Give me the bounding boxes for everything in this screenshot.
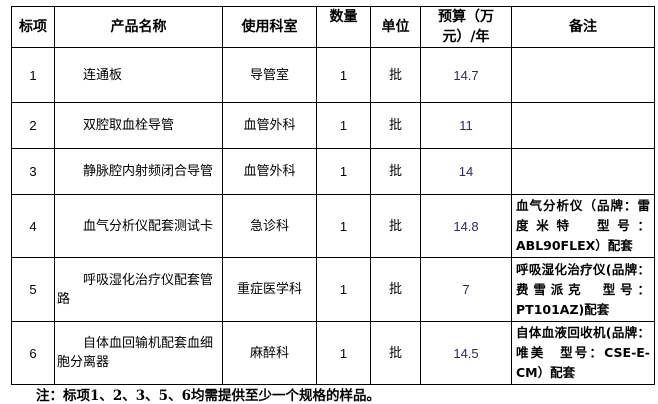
product-name: 自体血回输机配套血细胞分离器 (54, 321, 223, 385)
unit: 批 (370, 148, 421, 195)
row-no: 1 (11, 47, 55, 103)
remark: 呼吸湿化治疗仪(品牌：费雪派克 型号：PT101AZ)配套 (511, 257, 655, 322)
quantity: 1 (316, 102, 371, 149)
remark: 自体血液回收机(品牌：唯美 型号：CSE-E-CM）配套 (511, 321, 655, 385)
row-no: 5 (11, 257, 55, 322)
row-no: 6 (11, 321, 55, 385)
header-name: 产品名称 (54, 6, 223, 48)
table-row: 6 自体血回输机配套血细胞分离器 麻醉科 1 批 14.5 自体血液回收机(品牌：唯美 型号… (11, 321, 655, 385)
department: 血管外科 (222, 102, 317, 149)
row-no: 3 (11, 148, 55, 195)
table-row: 5 呼吸湿化治疗仪配套管路 重症医学科 1 批 7 呼吸湿化治疗仪(品牌：费雪派克 型号：P… (11, 257, 655, 322)
header-budget: 预算（万元）/年 (420, 6, 512, 48)
unit: 批 (370, 194, 421, 258)
remark (511, 47, 655, 103)
quantity: 1 (316, 194, 371, 258)
quantity: 1 (316, 148, 371, 195)
table-row: 1 连通板 导管室 1 批 14.7 (11, 47, 655, 103)
product-name: 血气分析仪配套测试卡 (54, 194, 223, 258)
budget: 14.7 (420, 47, 512, 103)
footnote: 注：标项1、2、3、5、6均需提供至少一个规格的样品。 (36, 388, 380, 404)
department: 重症医学科 (222, 257, 317, 322)
header-unit: 单位 (370, 6, 421, 48)
department: 导管室 (222, 47, 317, 103)
quantity: 1 (316, 47, 371, 103)
product-name: 呼吸湿化治疗仪配套管路 (54, 257, 223, 322)
budget: 14.5 (420, 321, 512, 385)
unit: 批 (370, 102, 421, 149)
remark: 血气分析仪（品牌：雷度米特 型号：ABL90FLEX）配套 (511, 194, 655, 258)
table-row: 3 静脉腔内射频闭合导管 血管外科 1 批 14 (11, 148, 655, 195)
row-no: 4 (11, 194, 55, 258)
header-note: 备注 (511, 6, 655, 48)
remark (511, 102, 655, 149)
table-row: 2 双腔取血栓导管 血管外科 1 批 11 (11, 102, 655, 149)
budget: 11 (420, 102, 512, 149)
table-header-row: 标项 产品名称 使用科室 数量 单位 预算（万元）/年 备注 (11, 6, 655, 48)
product-name: 连通板 (54, 47, 223, 103)
remark (511, 148, 655, 195)
department: 急诊科 (222, 194, 317, 258)
department: 麻醉科 (222, 321, 317, 385)
table-row: 4 血气分析仪配套测试卡 急诊科 1 批 14.8 血气分析仪（品牌：雷度米特 型号：ABL… (11, 194, 655, 258)
header-dept: 使用科室 (222, 6, 317, 48)
header-qty: 数量 (316, 6, 371, 48)
unit: 批 (370, 47, 421, 103)
quantity: 1 (316, 321, 371, 385)
budget: 14 (420, 148, 512, 195)
budget: 7 (420, 257, 512, 322)
quantity: 1 (316, 257, 371, 322)
row-no: 2 (11, 102, 55, 149)
product-table: 标项 产品名称 使用科室 数量 单位 预算（万元）/年 备注 1 连通板 导管室 1 批… (11, 6, 655, 385)
unit: 批 (370, 257, 421, 322)
header-no: 标项 (11, 6, 55, 48)
product-name: 双腔取血栓导管 (54, 102, 223, 149)
unit: 批 (370, 321, 421, 385)
product-name: 静脉腔内射频闭合导管 (54, 148, 223, 195)
budget: 14.8 (420, 194, 512, 258)
department: 血管外科 (222, 148, 317, 195)
